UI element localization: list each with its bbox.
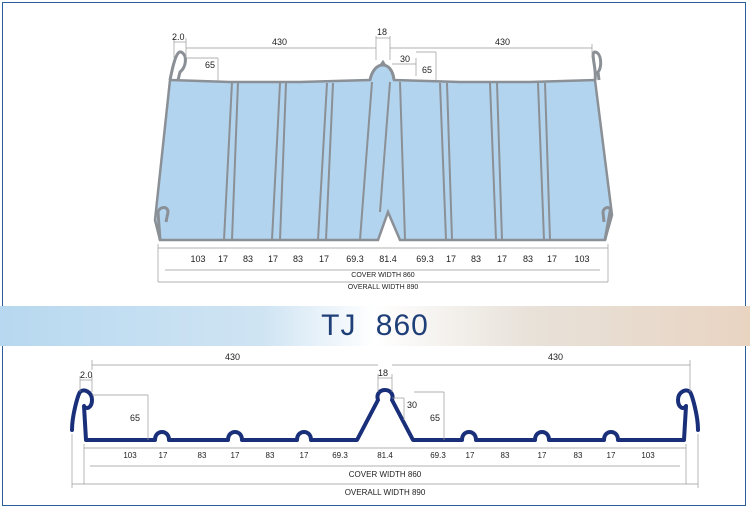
dim-bottom-width: 17 [268, 254, 278, 264]
rib-line [399, 81, 406, 241]
center-seam [368, 63, 396, 81]
dim-center-width: 18 [378, 368, 388, 378]
dim-right-span: 430 [548, 352, 563, 362]
dim-rib-height-right: 65 [430, 413, 440, 423]
dim-bottom-width: 83 [501, 451, 510, 460]
dim-left-edge: 2.0 [172, 32, 185, 42]
dim-center-height: 30 [407, 400, 417, 410]
rib-line [279, 82, 287, 241]
dim-center-width: 18 [377, 27, 387, 37]
dim-bottom-width: 17 [446, 254, 456, 264]
profile-line [70, 388, 700, 442]
left-edge-hook [168, 50, 187, 81]
cover-width-label: COVER WIDTH 860 [349, 470, 422, 479]
dim-bottom-width: 83 [471, 254, 481, 264]
dim-bottom-width: 103 [641, 451, 655, 460]
overall-width-label: OVERALL WIDTH 890 [348, 284, 419, 291]
dim-bottom-width: 83 [266, 451, 275, 460]
product-title: TJ 860 [321, 309, 429, 342]
rib-line [537, 82, 545, 241]
rib-line [496, 82, 503, 241]
right-edge-hook [591, 50, 603, 81]
dim-rib-height: 65 [130, 413, 140, 423]
dim-bottom-width: 103 [574, 254, 589, 264]
rib-line [544, 82, 551, 241]
dim-bottom-width: 83 [198, 451, 207, 460]
dim-bottom-width: 103 [190, 254, 205, 264]
rib-line [439, 82, 447, 241]
rib-line [317, 82, 328, 241]
dim-bottom-width: 83 [243, 254, 253, 264]
rib-line [359, 81, 373, 241]
dim-bottom-width: 17 [300, 451, 309, 460]
dim-bottom-width: 83 [523, 254, 533, 264]
dim-left-edge: 2.0 [80, 370, 93, 380]
top-sheet-drawing: 2.0 430 18 430 65 30 65 103 17 83 17 83 17 69.… [153, 27, 614, 291]
rib-line [271, 82, 281, 241]
rib-line [379, 81, 391, 213]
rib-line [489, 82, 497, 241]
dim-left-span: 430 [225, 352, 240, 362]
dim-right-span: 430 [495, 37, 510, 47]
dim-bottom-width: 17 [547, 254, 557, 264]
dim-center-height: 30 [400, 54, 410, 64]
dim-bottom-width: 17 [231, 451, 240, 460]
dim-bottom-width: 81.4 [377, 451, 393, 460]
dim-bottom-width: 69.3 [416, 254, 434, 264]
rib-line [325, 82, 334, 241]
rib-line [231, 81, 239, 241]
dim-bottom-width: 17 [497, 254, 507, 264]
dim-rib-height-right: 65 [422, 65, 432, 75]
dim-bottom-width: 103 [123, 451, 137, 460]
dim-bottom-width: 17 [159, 451, 168, 460]
dim-bottom-width: 83 [293, 254, 303, 264]
dim-bottom-width: 17 [319, 254, 329, 264]
dim-left-span: 430 [272, 37, 287, 47]
dim-bottom-width: 17 [218, 254, 228, 264]
rib-line [223, 81, 233, 241]
dim-bottom-width: 17 [538, 451, 547, 460]
overall-width-label: OVERALL WIDTH 890 [345, 488, 426, 497]
bottom-left-hook [156, 206, 170, 241]
dim-bottom-width: 69.3 [430, 451, 446, 460]
dim-bottom-width: 69.3 [332, 451, 348, 460]
dim-bottom-width: 81.4 [379, 254, 397, 264]
dim-bottom-width: 17 [607, 451, 616, 460]
dim-rib-height: 65 [205, 60, 215, 70]
bottom-right-hook [601, 206, 612, 241]
title-banner: TJ 860 [0, 306, 750, 346]
dim-bottom-width: 17 [466, 451, 475, 460]
dim-bottom-width: 69.3 [346, 254, 364, 264]
dim-bottom-width: 83 [574, 451, 583, 460]
cover-width-label: COVER WIDTH 860 [351, 272, 415, 279]
rib-line [446, 82, 453, 241]
